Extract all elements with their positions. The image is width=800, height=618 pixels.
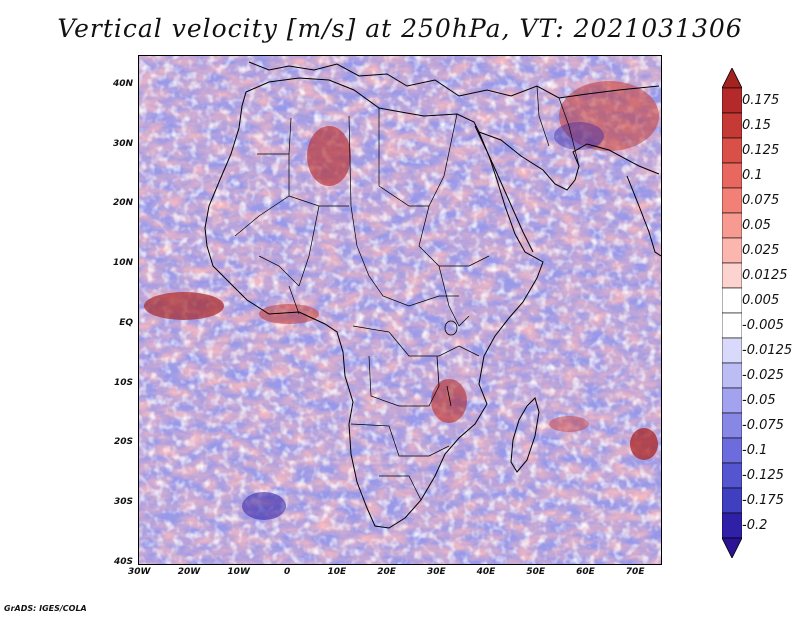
colorbar-segment: [722, 137, 742, 164]
colorbar-tick-label: -0.125: [742, 467, 784, 483]
colorbar-tick-label: 0.1: [742, 167, 763, 183]
lat-tick-label: 10N: [112, 258, 133, 269]
strong-updraft-cells: [144, 81, 659, 460]
lon-tick-label: 10E: [327, 567, 347, 577]
lat-tick-label: 30N: [112, 138, 133, 149]
colorbar-segment: [722, 287, 742, 314]
colorbar-tick-label: 0.025: [742, 242, 780, 258]
lat-tick-label: 20S: [113, 437, 133, 448]
colorbar-segment: [722, 187, 742, 214]
lon-tick-label: 30E: [426, 567, 446, 577]
colorbar-tick-label: 0.125: [742, 142, 780, 158]
coastlines: [204, 61, 661, 529]
lakes: [436, 320, 458, 407]
colorbar-lower-arrow: [722, 537, 742, 558]
colorbar-tick-label: -0.005: [742, 317, 784, 333]
africa-coastline: [204, 77, 544, 529]
colorbar-tick-label: 0.0125: [742, 267, 788, 283]
colorbar-segment: [722, 112, 742, 139]
colorbar-segment: [722, 412, 742, 439]
colorbar-segment: [722, 362, 742, 389]
colorbar-tick-label: -0.025: [742, 367, 784, 383]
arabia-coastline: [478, 131, 660, 191]
colorbar-upper-arrow: [722, 68, 742, 89]
lon-tick-label: 20W: [177, 567, 201, 577]
colorbar-segment: [722, 462, 742, 489]
europe-coastline: [248, 61, 660, 99]
lon-tick-label: 30W: [128, 567, 151, 577]
colorbar-segment: [722, 337, 742, 364]
india-coastline: [626, 175, 661, 257]
colorbar-segment: [722, 487, 742, 514]
lon-tick-label: 70E: [625, 567, 645, 577]
colorbar: [722, 68, 742, 558]
madagascar-coastline: [510, 397, 540, 473]
lon-tick-label: 50E: [526, 567, 546, 577]
colorbar-segment: [722, 512, 742, 539]
lon-tick-label: 40E: [476, 567, 496, 577]
credit-text: GrADS: IGES/COLA: [4, 604, 87, 613]
lat-tick-label: 40S: [113, 557, 133, 567]
colorbar-segment: [722, 437, 742, 464]
colorbar-segment: [722, 162, 742, 189]
colorbar-segment: [722, 87, 742, 114]
lon-tick-label: 10W: [227, 567, 250, 577]
lat-tick-label: 10S: [113, 377, 133, 388]
colorbar-tick-label: -0.0125: [742, 342, 793, 358]
colorbar-tick-label: 0.175: [742, 92, 780, 108]
colorbar-tick-label: -0.075: [742, 417, 784, 433]
red-sea-coast: [474, 125, 534, 253]
colorbar-segment: [722, 312, 742, 339]
lon-tick-label: 60E: [576, 567, 595, 577]
map-title: Vertical velocity [m/s] at 250hPa, VT: 2…: [57, 14, 743, 43]
lon-tick-label: 20E: [377, 567, 396, 577]
colorbar-tick-label: -0.05: [742, 392, 776, 408]
colorbar-segment: [722, 212, 742, 239]
colorbar-tick-label: -0.1: [742, 442, 768, 458]
colorbar-tick-label: 0.075: [742, 192, 780, 208]
colorbar-tick-label: -0.175: [742, 492, 784, 508]
colorbar-tick-label: 0.005: [742, 292, 780, 308]
strong-downdraft-cells: [242, 122, 604, 520]
map-canvas: [139, 56, 661, 564]
country-borders: [234, 85, 580, 501]
lat-tick-label: 30S: [113, 497, 133, 508]
colorbar-segment: [722, 262, 742, 289]
colorbar-segment: [722, 237, 742, 264]
colorbar-tick-label: 0.05: [742, 217, 771, 233]
map-plot-area: [138, 55, 662, 565]
lat-tick-label: 20N: [112, 198, 133, 209]
colorbar-segment: [722, 387, 742, 414]
lat-tick-label: 40N: [112, 78, 133, 89]
colorbar-tick-label: -0.2: [742, 517, 768, 533]
colorbar-tick-label: 0.15: [742, 117, 771, 133]
lat-tick-label: EQ: [119, 317, 133, 328]
lon-tick-label: 0: [284, 567, 291, 577]
